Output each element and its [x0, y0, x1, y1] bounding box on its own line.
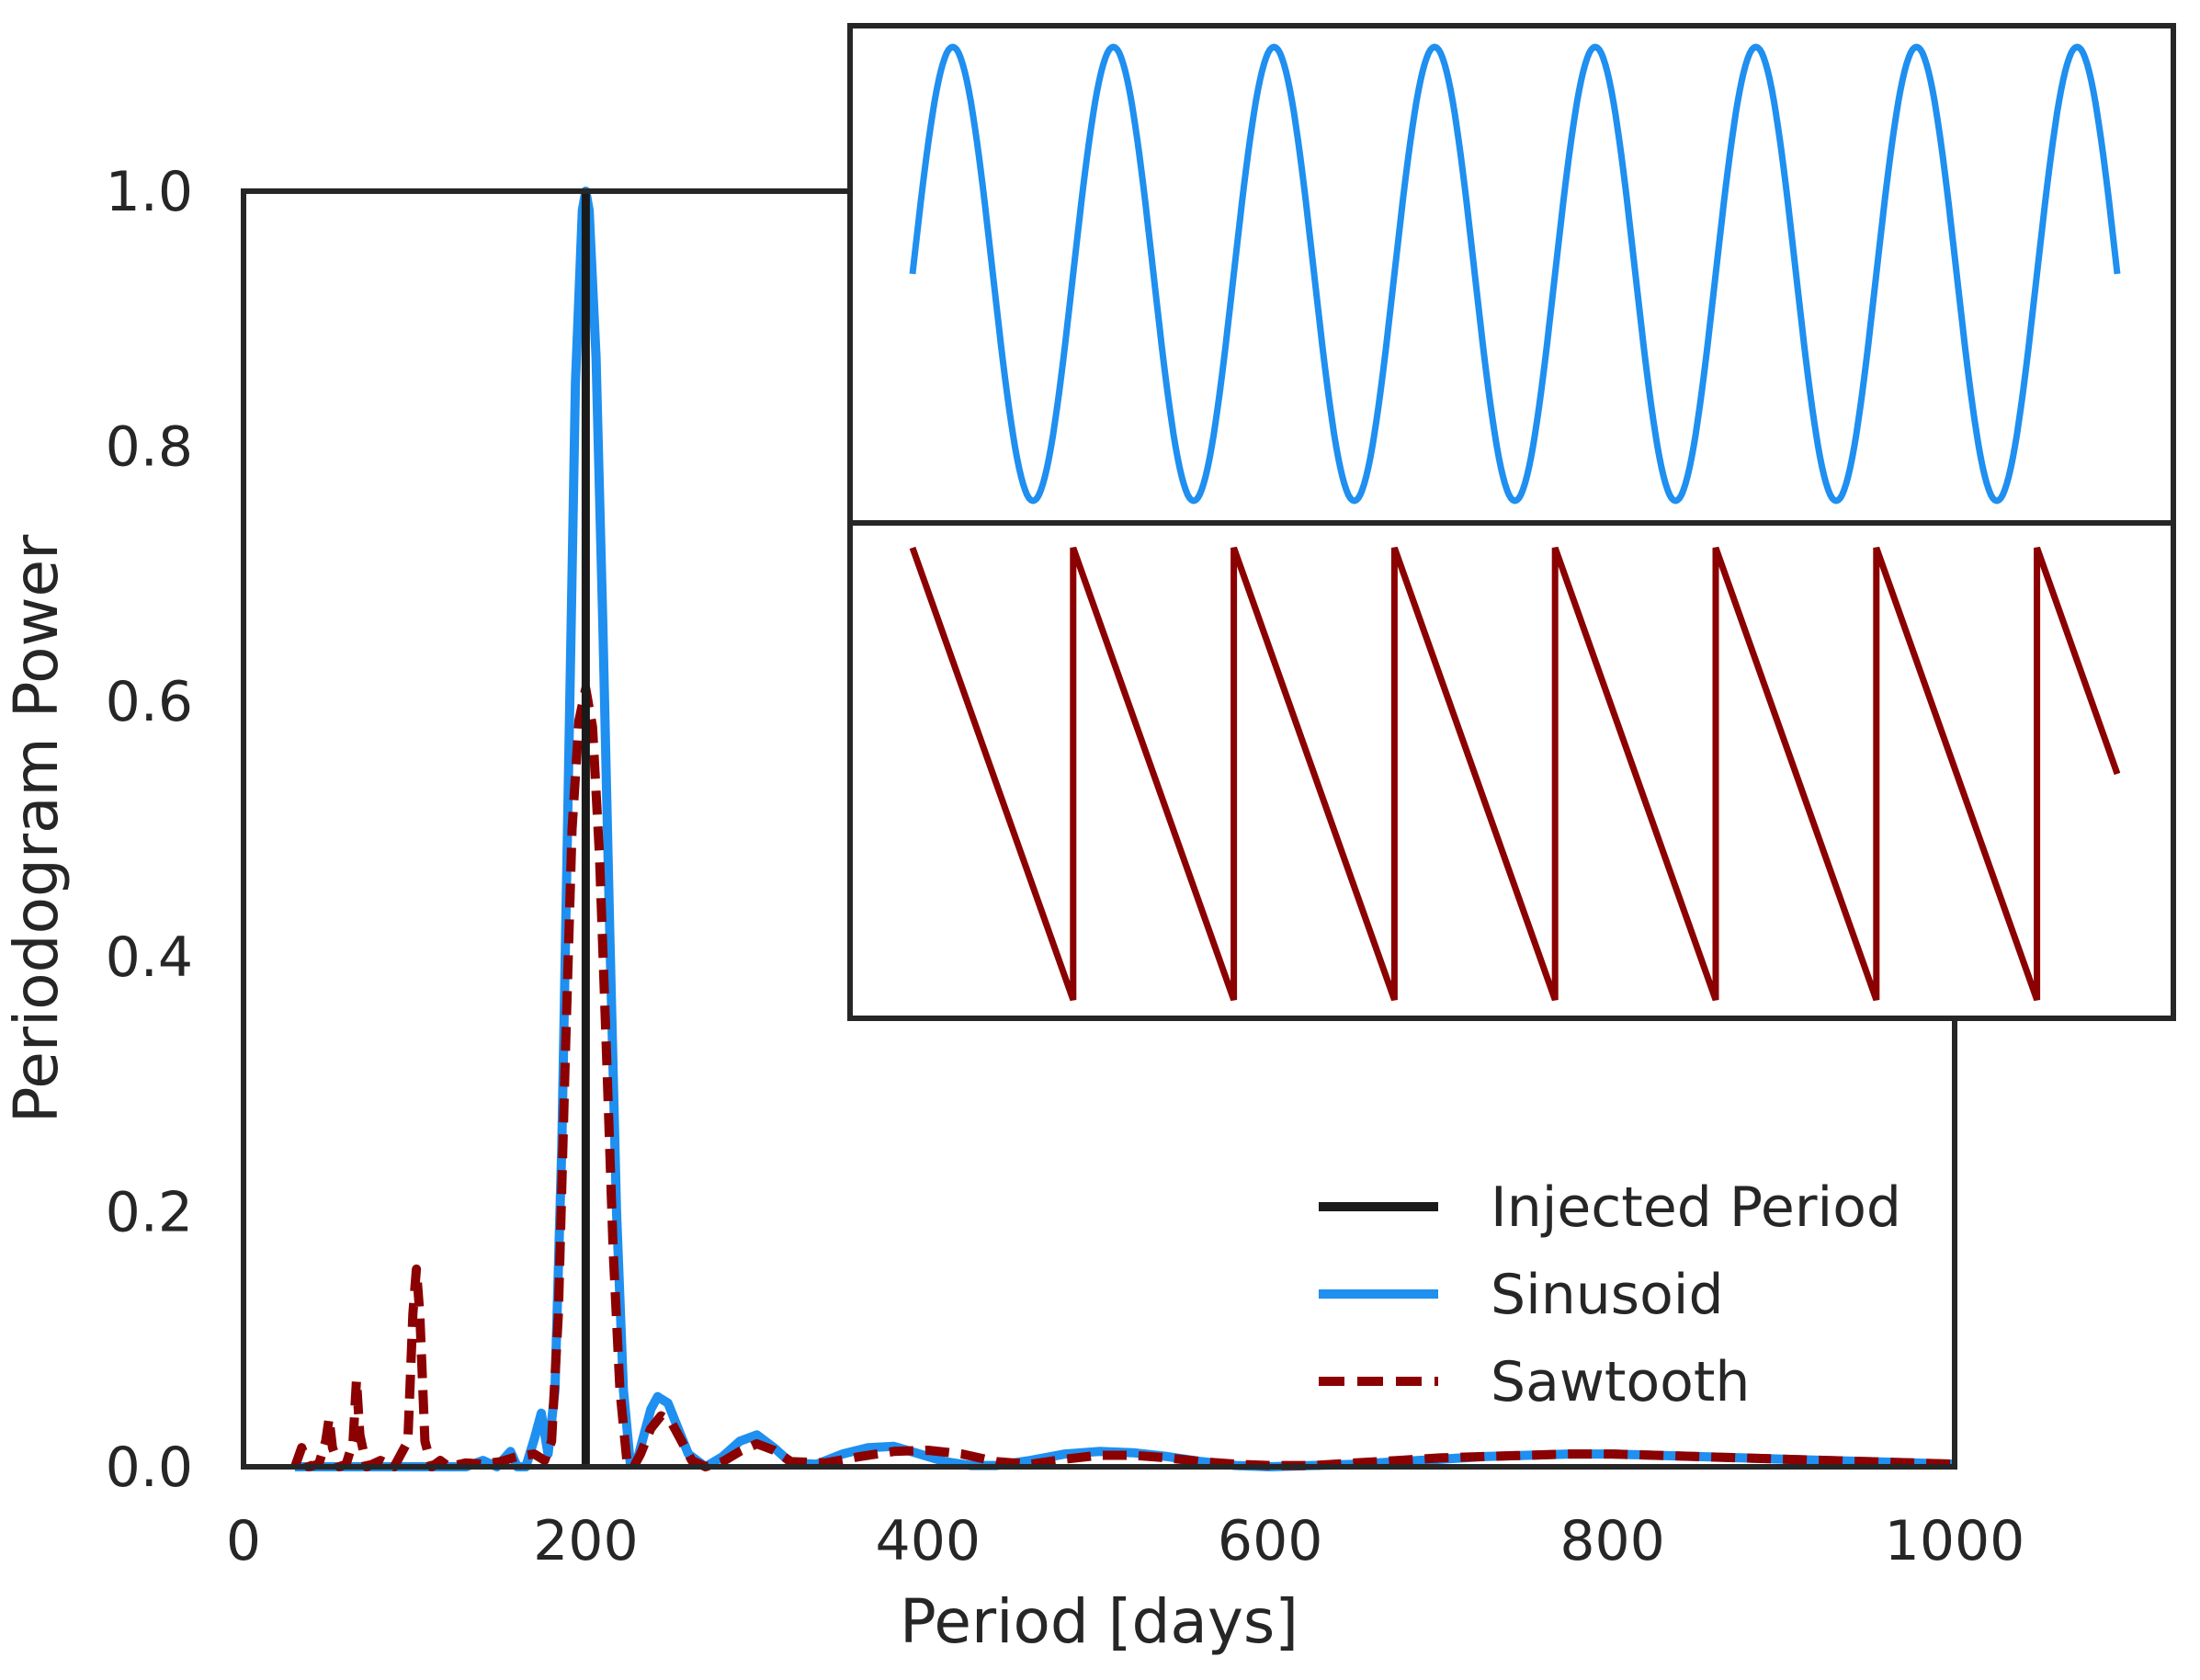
x-tick-label: 800 [1559, 1509, 1665, 1573]
series-sawtooth-line [290, 684, 1956, 1471]
y-tick-labels: 0.0 0.2 0.4 0.6 0.8 1.0 [106, 160, 193, 1500]
y-tick-label: 0.8 [106, 415, 193, 480]
waveform-inset [847, 23, 2176, 1021]
x-tick-label: 400 [876, 1509, 981, 1573]
y-tick-label: 0.4 [106, 925, 193, 990]
x-tick-labels: 0 200 400 600 800 1000 [226, 1509, 2024, 1573]
main-plot: 0 200 400 600 800 1000 0.0 0.2 0.4 0.6 0.8 1.0 Per… [1, 160, 2024, 1657]
inset-sinusoid-waveform [909, 43, 2121, 505]
y-tick-label: 1.0 [106, 160, 193, 224]
inset-bottom-panel-frame [847, 520, 2176, 1021]
y-axis-label: Periodogram Power [1, 534, 72, 1123]
legend-label-sawtooth: Sawtooth [1491, 1350, 1750, 1414]
y-tick-label: 0.0 [106, 1436, 193, 1500]
x-tick-label: 600 [1218, 1509, 1323, 1573]
y-tick-label: 0.6 [106, 670, 193, 734]
x-tick-label: 0 [226, 1509, 261, 1573]
x-tick-label: 1000 [1885, 1509, 2025, 1573]
y-tick-label: 0.2 [106, 1180, 193, 1244]
legend: Injected Period Sinusoid Sawtooth [1319, 1175, 1901, 1414]
x-tick-label: 200 [533, 1509, 639, 1573]
inset-sawtooth-waveform [909, 546, 2121, 1002]
x-axis-label: Period [days] [900, 1586, 1298, 1657]
main-series-group [290, 187, 1956, 1471]
legend-label-sinusoid: Sinusoid [1491, 1263, 1724, 1327]
legend-label-injected-period: Injected Period [1491, 1175, 1901, 1240]
